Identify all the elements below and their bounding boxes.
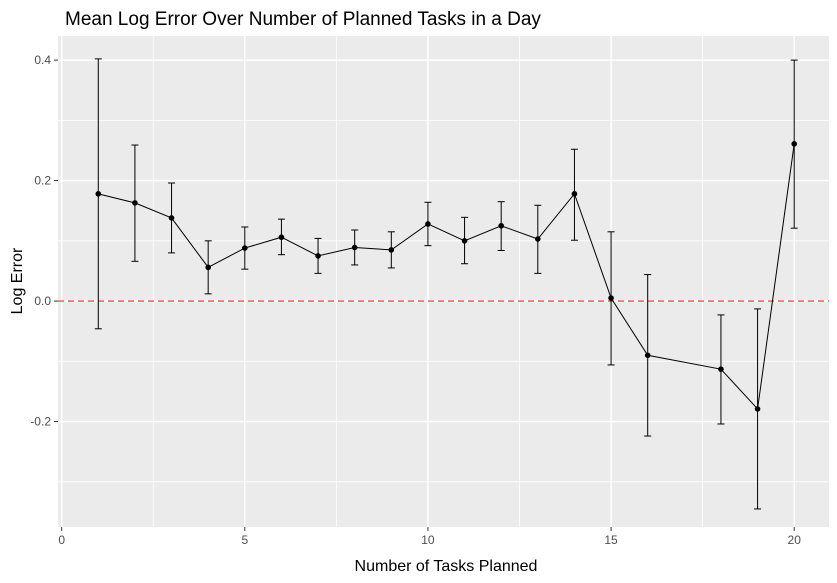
- data-layer: [94, 58, 798, 510]
- plot-panel: [58, 36, 829, 527]
- data-point-6: [278, 234, 285, 241]
- x-tick-label-0: 0: [58, 533, 65, 547]
- minor-grid: [58, 36, 829, 527]
- chart-title: Mean Log Error Over Number of Planned Ta…: [65, 9, 541, 30]
- x-axis-label: Number of Tasks Planned: [355, 558, 538, 575]
- data-point-15: [608, 295, 614, 301]
- data-point-11: [461, 238, 468, 244]
- data-point-2: [132, 200, 138, 206]
- data-point-12: [498, 222, 504, 229]
- data-point-7: [315, 253, 321, 259]
- data-point-1: [95, 191, 102, 197]
- x-tick-label-2: 10: [421, 533, 435, 547]
- y-tick-label-2: 0.2: [34, 174, 51, 188]
- data-point-9: [388, 247, 395, 253]
- y-axis-label: Log Error: [9, 247, 26, 314]
- data-point-19: [754, 406, 761, 412]
- y-axis: -0.2 0.0 0.2 0.4: [30, 53, 58, 429]
- data-point-10: [425, 221, 431, 227]
- data-point-18: [718, 366, 724, 372]
- data-point-5: [241, 245, 248, 251]
- data-point-4: [205, 264, 211, 271]
- data-point-13: [535, 236, 541, 242]
- data-point-16: [644, 352, 651, 359]
- x-tick-label-1: 5: [241, 533, 248, 547]
- data-point-3: [168, 215, 175, 221]
- y-tick-label-0: -0.2: [30, 415, 51, 429]
- x-axis: 0 5 10 15 20: [58, 527, 801, 547]
- y-tick-label-1: 0.0: [34, 294, 51, 308]
- x-tick-label-4: 20: [788, 533, 802, 547]
- x-tick-label-3: 15: [604, 533, 618, 547]
- data-point-20: [791, 141, 798, 147]
- y-tick-label-3: 0.4: [34, 53, 51, 67]
- data-point-14: [571, 191, 578, 197]
- data-point-8: [351, 244, 358, 251]
